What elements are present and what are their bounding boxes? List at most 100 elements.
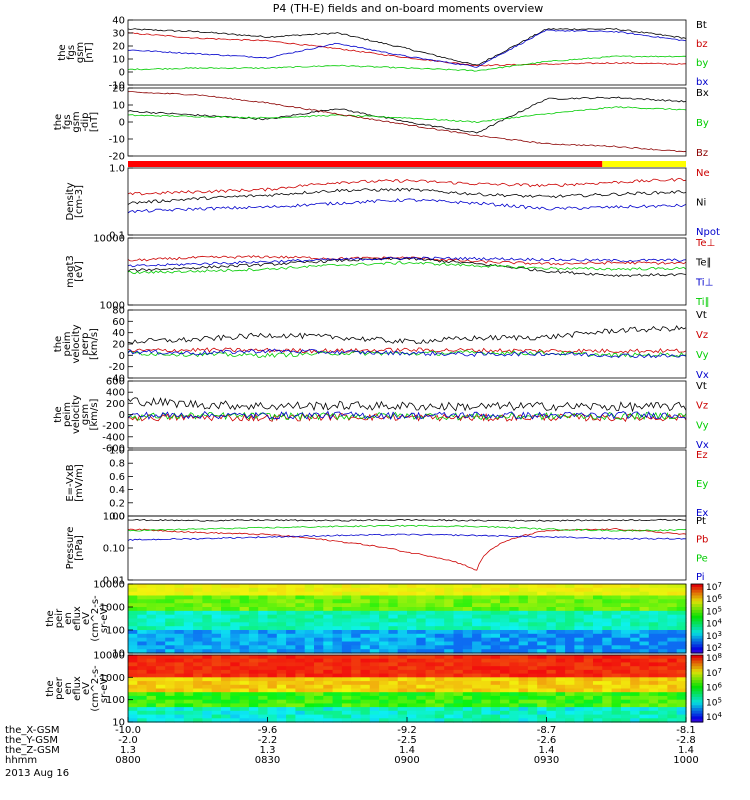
spectrogram-cell — [155, 641, 166, 646]
spectrogram-cell — [583, 637, 594, 643]
spectrogram-cell — [574, 677, 585, 682]
spectrogram-cell — [490, 607, 501, 612]
spectrogram-cell — [286, 587, 296, 593]
colorbar-step — [691, 650, 703, 654]
x-axis-row-label: hhmm — [5, 755, 37, 766]
spectrogram-cell — [397, 630, 408, 635]
spectrogram-cell — [537, 614, 548, 620]
spectrogram-cell — [202, 630, 213, 635]
spectrogram-cell — [639, 710, 650, 716]
spectrogram-cell — [500, 599, 510, 604]
spectrogram-cell — [211, 614, 222, 620]
spectrogram-cell — [509, 695, 520, 701]
spectrogram-cell — [351, 710, 362, 716]
spectrogram-cell — [407, 673, 417, 678]
x-axis-row-label: the_X-GSM — [5, 725, 59, 736]
spectrogram-cell — [295, 633, 306, 639]
spectrogram-cell — [620, 607, 631, 612]
spectrogram-peir-eflux — [128, 584, 687, 654]
spectrogram-cell — [639, 607, 650, 612]
spectrogram-cell — [304, 677, 315, 682]
spectrogram-cell — [667, 595, 678, 600]
spectrogram-cell — [193, 626, 203, 631]
spectrogram-cell — [360, 718, 371, 723]
spectrogram-cell — [332, 684, 343, 690]
spectrogram-cell — [648, 603, 659, 608]
spectrogram-cell — [602, 692, 613, 697]
y-tick-label: -20 — [109, 362, 125, 373]
spectrogram-cell — [341, 688, 352, 693]
spectrogram-cell — [146, 703, 157, 708]
spectrogram-cell — [490, 692, 501, 697]
spectrogram-cell — [248, 662, 259, 667]
spectrogram-cell — [583, 684, 594, 690]
spectrogram-cell — [248, 710, 259, 716]
spectrogram-cell — [221, 614, 231, 620]
spectrogram-cell — [509, 718, 520, 723]
spectrogram-cell — [518, 618, 529, 623]
spectrogram-cell — [462, 695, 473, 701]
spectrogram-cell — [295, 666, 306, 671]
spectrogram-cell — [416, 710, 427, 716]
spectrogram-cell — [583, 699, 594, 704]
spectrogram-cell — [304, 599, 315, 604]
spectrogram-cell — [248, 673, 259, 678]
y-tick-label: 0 — [119, 410, 125, 421]
colorbar-step — [691, 691, 703, 695]
spectrogram-cell — [518, 692, 529, 697]
spectrogram-cell — [248, 655, 259, 660]
spectrogram-cell — [267, 673, 278, 678]
y-tick-label: 200 — [106, 399, 125, 410]
spectrogram-cell — [276, 622, 287, 627]
spectrogram-cell — [667, 591, 678, 597]
spectrogram-cell — [648, 655, 659, 660]
spectrogram-cell — [583, 614, 594, 620]
colorbar-step — [691, 657, 703, 662]
spectrogram-cell — [630, 587, 641, 593]
spectrogram-cell — [416, 655, 427, 660]
spectrogram-cell — [137, 584, 148, 589]
spectrogram-cell — [323, 649, 334, 654]
spectrogram-cell — [518, 655, 529, 660]
spectrogram-cell — [648, 714, 659, 719]
spectrogram-cell — [304, 603, 315, 608]
spectrogram-cell — [174, 622, 185, 627]
spectrogram-cell — [248, 622, 259, 627]
spectrogram-cell — [462, 714, 473, 719]
spectrogram-cell — [397, 658, 408, 663]
y-tick-label: -600 — [102, 444, 125, 455]
spectrogram-cell — [453, 703, 464, 708]
spectrogram-cell — [165, 662, 176, 667]
spectrogram-cell — [286, 633, 296, 639]
spectrogram-cell — [193, 607, 203, 612]
spectrogram-cell — [639, 618, 650, 623]
spectrogram-cell — [360, 710, 371, 716]
spectrogram-cell — [676, 610, 687, 616]
spectrogram-cell — [434, 630, 445, 635]
spectrogram-cell — [174, 610, 185, 616]
spectrogram-cell — [379, 658, 389, 663]
spectrogram-cell — [295, 658, 306, 663]
spectrogram-cell — [239, 645, 250, 650]
spectrogram-cell — [165, 584, 176, 589]
spectrogram-cell — [518, 714, 529, 719]
panel-frame — [127, 19, 687, 86]
spectrogram-cell — [397, 655, 408, 660]
spectrogram-cell — [248, 707, 259, 712]
spectrogram-cell — [165, 688, 176, 693]
spectrogram-cell — [388, 591, 399, 597]
spectrogram-cell — [267, 662, 278, 667]
spectrogram-cell — [574, 595, 585, 600]
spectrogram-cell — [332, 692, 343, 697]
spectrogram-cell — [546, 707, 557, 712]
spectrogram-cell — [425, 637, 436, 643]
spectrogram-cell — [407, 695, 417, 701]
spectrogram-cell — [221, 707, 231, 712]
spectrogram-cell — [407, 707, 417, 712]
spectrogram-cell — [397, 584, 408, 589]
spectrogram-cell — [555, 673, 566, 678]
spectrogram-cell — [286, 618, 296, 623]
spectrogram-cell — [211, 692, 222, 697]
spectrogram-cell — [453, 641, 464, 646]
series-line-peim-velocity-gsm-3 — [127, 410, 687, 421]
